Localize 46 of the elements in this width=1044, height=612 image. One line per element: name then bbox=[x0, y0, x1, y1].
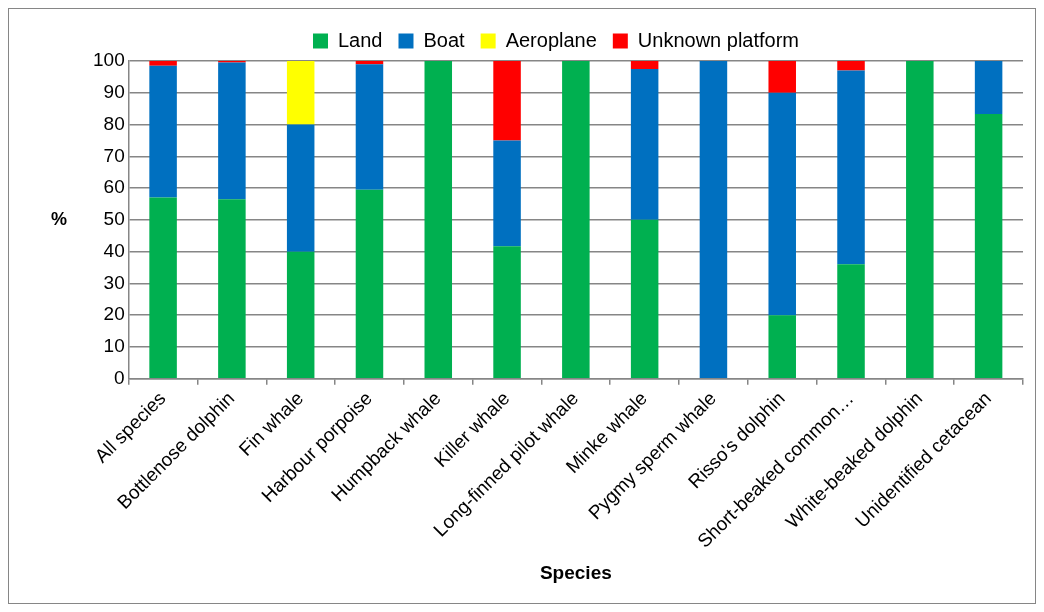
y-tick-label: 100 bbox=[93, 49, 125, 71]
bar bbox=[149, 197, 177, 378]
y-tick-label: 20 bbox=[103, 303, 125, 325]
bar bbox=[149, 61, 177, 66]
legend-label: Aeroplane bbox=[505, 28, 597, 51]
bar bbox=[630, 61, 659, 69]
bar bbox=[768, 61, 796, 93]
bar bbox=[699, 61, 728, 378]
bar bbox=[837, 264, 865, 378]
bar bbox=[974, 61, 1003, 115]
y-tick-label: 10 bbox=[103, 335, 125, 357]
y-tick-label: 90 bbox=[103, 81, 125, 103]
bar bbox=[630, 219, 659, 378]
legend-label: Unknown platform bbox=[637, 28, 799, 51]
bar bbox=[837, 70, 865, 265]
bar bbox=[974, 114, 1003, 378]
y-tick-label: 60 bbox=[103, 176, 125, 198]
bar bbox=[355, 61, 384, 65]
legend-label: Boat bbox=[423, 28, 466, 51]
bar bbox=[493, 140, 521, 247]
y-tick-label: 50 bbox=[103, 208, 125, 230]
bar bbox=[493, 246, 521, 378]
bar bbox=[218, 199, 246, 378]
bar bbox=[768, 92, 796, 316]
y-tick-label: 30 bbox=[103, 271, 125, 293]
y-tick-label: 80 bbox=[103, 112, 125, 134]
bar bbox=[149, 65, 177, 198]
y-tick-label: 0 bbox=[114, 366, 125, 388]
bar bbox=[906, 61, 934, 378]
bar bbox=[768, 315, 796, 378]
bar bbox=[630, 68, 659, 220]
bar bbox=[286, 251, 315, 378]
y-tick-label: 70 bbox=[103, 144, 125, 166]
bar bbox=[424, 61, 453, 378]
legend-label: Land bbox=[338, 28, 383, 51]
y-tick-label: 40 bbox=[103, 239, 125, 261]
y-axis-title: % bbox=[50, 208, 68, 229]
bar bbox=[493, 61, 521, 141]
bar bbox=[355, 64, 384, 190]
x-axis-title: Species bbox=[539, 561, 612, 583]
bar bbox=[286, 124, 315, 252]
bar bbox=[837, 61, 865, 71]
bar bbox=[355, 189, 384, 378]
bar bbox=[562, 61, 590, 378]
bar bbox=[218, 62, 246, 200]
bar bbox=[286, 61, 315, 125]
